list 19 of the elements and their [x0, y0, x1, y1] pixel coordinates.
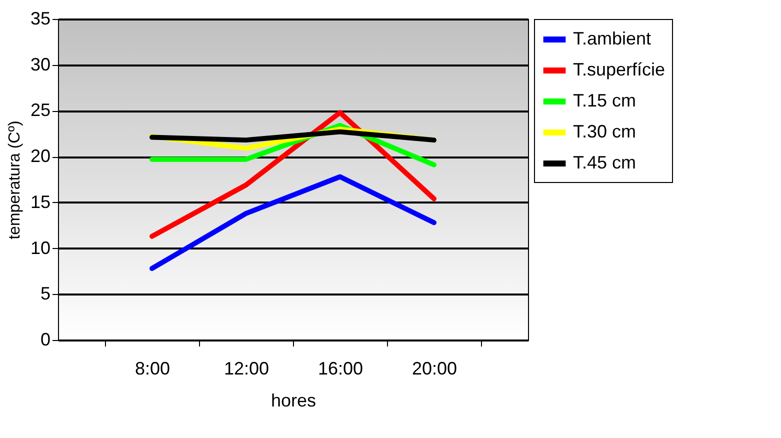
x-tick-label: 12:00	[224, 358, 270, 378]
x-tick-label: 20:00	[412, 358, 458, 378]
x-tick-label: 16:00	[318, 358, 364, 378]
y-axis-title: temperatura (Cº)	[6, 120, 24, 240]
legend-label: T.ambient	[573, 28, 652, 48]
legend-label: T.superfície	[573, 60, 666, 80]
legend-label: T.30 cm	[573, 122, 636, 142]
y-tick-label: 15	[30, 192, 50, 212]
y-tick-label: 0	[40, 330, 50, 350]
y-tick-label: 5	[40, 284, 50, 304]
x-axis-title: hores	[270, 390, 316, 410]
y-tick-label: 20	[30, 146, 50, 166]
y-tick-label: 25	[30, 100, 50, 120]
x-tick-label: 8:00	[134, 358, 170, 378]
y-tick-label: 35	[30, 8, 50, 28]
y-tick-label: 10	[30, 238, 50, 258]
legend-label: T.15 cm	[573, 90, 636, 110]
legend-label: T.45 cm	[573, 152, 636, 172]
y-tick-label: 30	[30, 54, 50, 74]
